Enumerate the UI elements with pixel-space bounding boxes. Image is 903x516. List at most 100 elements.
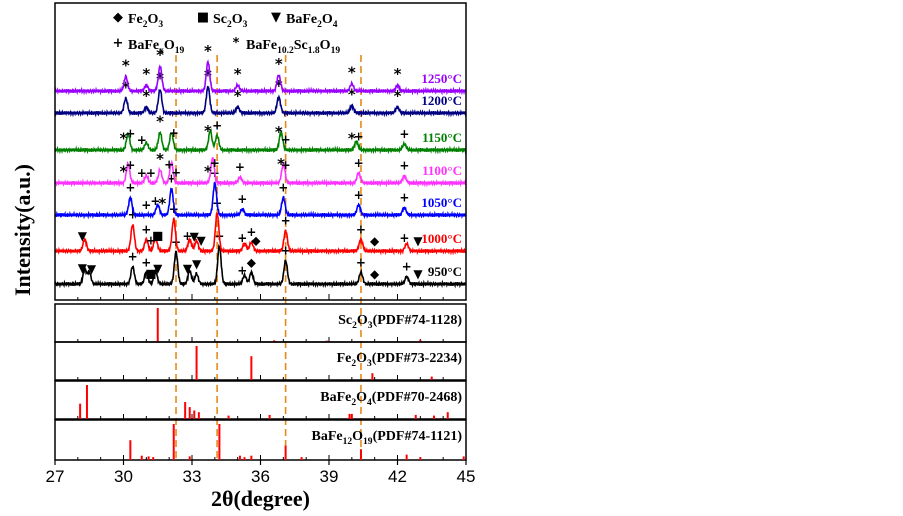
peak-marker: + <box>128 249 138 263</box>
peak-marker: * <box>142 87 150 105</box>
peak-marker: + <box>169 126 179 140</box>
legend-symbol: ■ <box>197 10 209 25</box>
peak-marker: + <box>212 118 222 132</box>
x-tick-label: 30 <box>114 467 133 486</box>
peak-marker: * <box>120 162 128 180</box>
axes: 27 30 33 36 39 42 45 2θ(degree) Intensity(a.u.) <box>10 2 476 511</box>
peak-marker: + <box>246 225 256 239</box>
peak-marker: * <box>156 70 164 88</box>
peak-marker: * <box>234 87 242 105</box>
peak-marker: + <box>399 191 409 205</box>
peak-marker: + <box>141 198 151 212</box>
peak-marker: ◆ <box>370 234 380 248</box>
peak-marker: * <box>122 56 130 74</box>
peak-marker: ▼ <box>192 257 202 271</box>
legend-symbol: * <box>233 36 240 51</box>
peak-marker: * <box>204 42 212 60</box>
peak-marker: + <box>128 208 138 222</box>
series-1150°C: *+ +*+ * + *+ *+ +1150°C <box>54 112 467 155</box>
peak-marker: + <box>171 165 181 179</box>
peak-marker: + <box>146 166 156 180</box>
y-axis-title: Intensity(a.u.) <box>10 164 35 296</box>
peak-marker: * <box>277 155 285 173</box>
peak-marker: ▼ <box>78 261 88 275</box>
legend-label: BaFe2O4 <box>286 12 338 30</box>
peak-marker: ▼ <box>190 229 200 243</box>
peak-marker: + <box>356 255 366 269</box>
peak-marker: * <box>158 195 166 213</box>
peak-marker: * <box>204 162 212 180</box>
peak-marker: + <box>354 188 364 202</box>
legend-label: Fe2O3 <box>128 12 163 30</box>
peak-marker: + <box>150 194 160 208</box>
x-axis-title: 2θ(degree) <box>211 486 310 511</box>
peak-marker: * <box>204 67 212 85</box>
legend-symbol: ▼ <box>271 10 281 25</box>
pattern-line <box>54 181 467 220</box>
peak-marker: ▼ <box>413 267 423 281</box>
legend-label: BaFexO19 <box>128 38 185 56</box>
reference-panel: Sc2O3(PDF#74-1128) <box>54 303 467 343</box>
reference-label: Fe2O3(PDF#73-2234) <box>337 351 463 369</box>
peak-marker: ■ <box>152 229 163 243</box>
peak-marker: + <box>166 172 176 186</box>
peak-marker: + <box>354 129 364 143</box>
peak-marker: * <box>204 122 212 140</box>
peak-marker: ▼ <box>413 234 423 248</box>
peak-marker: * <box>275 77 283 95</box>
xrd-patterns-panel: ◆ Fe2O3 ■ Sc2O3 ▼ BaFe2O4+ BaFexO19 * BaFe10.2Sc… <box>54 10 467 460</box>
legend: ◆ Fe2O3 ■ Sc2O3 ▼ BaFe2O4 + BaFexO19 * BaFe10.2Sc… <box>113 10 341 56</box>
peak-marker: + <box>402 260 412 274</box>
peak-marker: + <box>137 166 147 180</box>
pattern-line <box>54 59 467 96</box>
series-label: 1050°C <box>421 195 462 210</box>
peak-marker: ▼ <box>183 262 193 276</box>
peak-marker: ▼ <box>153 262 163 276</box>
peak-marker: * <box>348 86 356 104</box>
peak-marker: + <box>141 255 151 269</box>
series-label: 1200°C <box>421 93 462 108</box>
peak-marker: * <box>394 87 402 105</box>
series-label: 1250°C <box>421 71 462 86</box>
legend-symbol: + <box>113 36 124 51</box>
peak-marker: ◆ <box>251 234 261 248</box>
pattern-line <box>54 212 467 256</box>
peak-marker: + <box>278 180 288 194</box>
peak-marker: + <box>141 222 151 236</box>
peak-marker: * <box>120 130 128 148</box>
peak-marker: ▼ <box>78 229 88 243</box>
peak-marker: + <box>281 158 291 172</box>
peak-marker: ▼ <box>197 234 207 248</box>
pattern-line <box>54 127 467 155</box>
peak-marker: * <box>234 65 242 83</box>
series-1050°C: ++ +*+ ++++ +1050°C <box>54 166 467 220</box>
peak-marker: + <box>125 180 135 194</box>
peak-marker: * <box>156 46 164 64</box>
reference-panel: BaFe12O19(PDF#74-1121) <box>54 419 467 461</box>
series-1200°C: * * * * * * * * 1200°C <box>54 67 467 118</box>
peak-marker: + <box>182 229 192 243</box>
peak-marker: * <box>275 123 283 141</box>
x-tick-label: 42 <box>388 467 407 486</box>
peak-marker: + <box>237 231 247 245</box>
peak-marker: * <box>156 150 164 168</box>
reference-panel: BaFe2O4(PDF#70-2468) <box>54 380 467 420</box>
peak-marker: + <box>237 192 247 206</box>
series-label: 950°C <box>428 264 462 279</box>
series-950°C: ▼ ▼+ +■▼+▼ ▼++◆++◆+▼ 950°C <box>54 229 467 289</box>
peak-marker: + <box>356 222 366 236</box>
x-tick-label: 45 <box>457 467 476 486</box>
series-1250°C: * * * * * * * * 1250°C <box>54 42 467 96</box>
peak-marker: * <box>156 112 164 130</box>
x-tick-label: 33 <box>183 467 202 486</box>
x-tick-label: 27 <box>46 467 65 486</box>
peak-marker: + <box>235 160 245 174</box>
reference-panels: Sc2O3(PDF#74-1128) Fe2O3(PDF#73-2234) BaFe… <box>54 303 467 461</box>
reference-panel: Fe2O3(PDF#73-2234) <box>54 341 467 381</box>
peak-marker: * <box>122 78 130 96</box>
series-label: 1150°C <box>422 130 462 145</box>
peak-marker: ■ <box>145 266 156 280</box>
x-tick-label: 39 <box>320 467 339 486</box>
peak-marker: ▼ <box>87 262 97 276</box>
